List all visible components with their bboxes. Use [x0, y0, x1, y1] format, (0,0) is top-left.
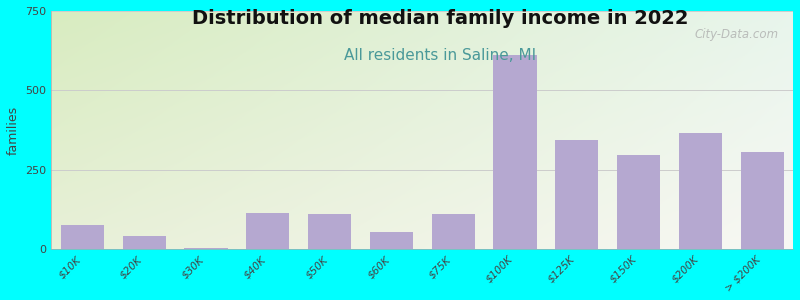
Bar [678, 133, 722, 249]
Text: Distribution of median family income in 2022: Distribution of median family income in … [192, 9, 688, 28]
Bar [308, 214, 351, 249]
Bar [555, 140, 598, 249]
Text: City-Data.com: City-Data.com [694, 28, 778, 40]
Bar [617, 155, 660, 249]
Bar [184, 248, 228, 249]
Bar [246, 213, 290, 249]
Bar [431, 214, 474, 249]
Text: All residents in Saline, MI: All residents in Saline, MI [344, 48, 536, 63]
Bar [370, 232, 413, 249]
Bar [494, 56, 537, 249]
Bar [61, 225, 104, 249]
Bar [122, 236, 166, 249]
Bar [741, 152, 784, 249]
Y-axis label: families: families [7, 106, 20, 154]
